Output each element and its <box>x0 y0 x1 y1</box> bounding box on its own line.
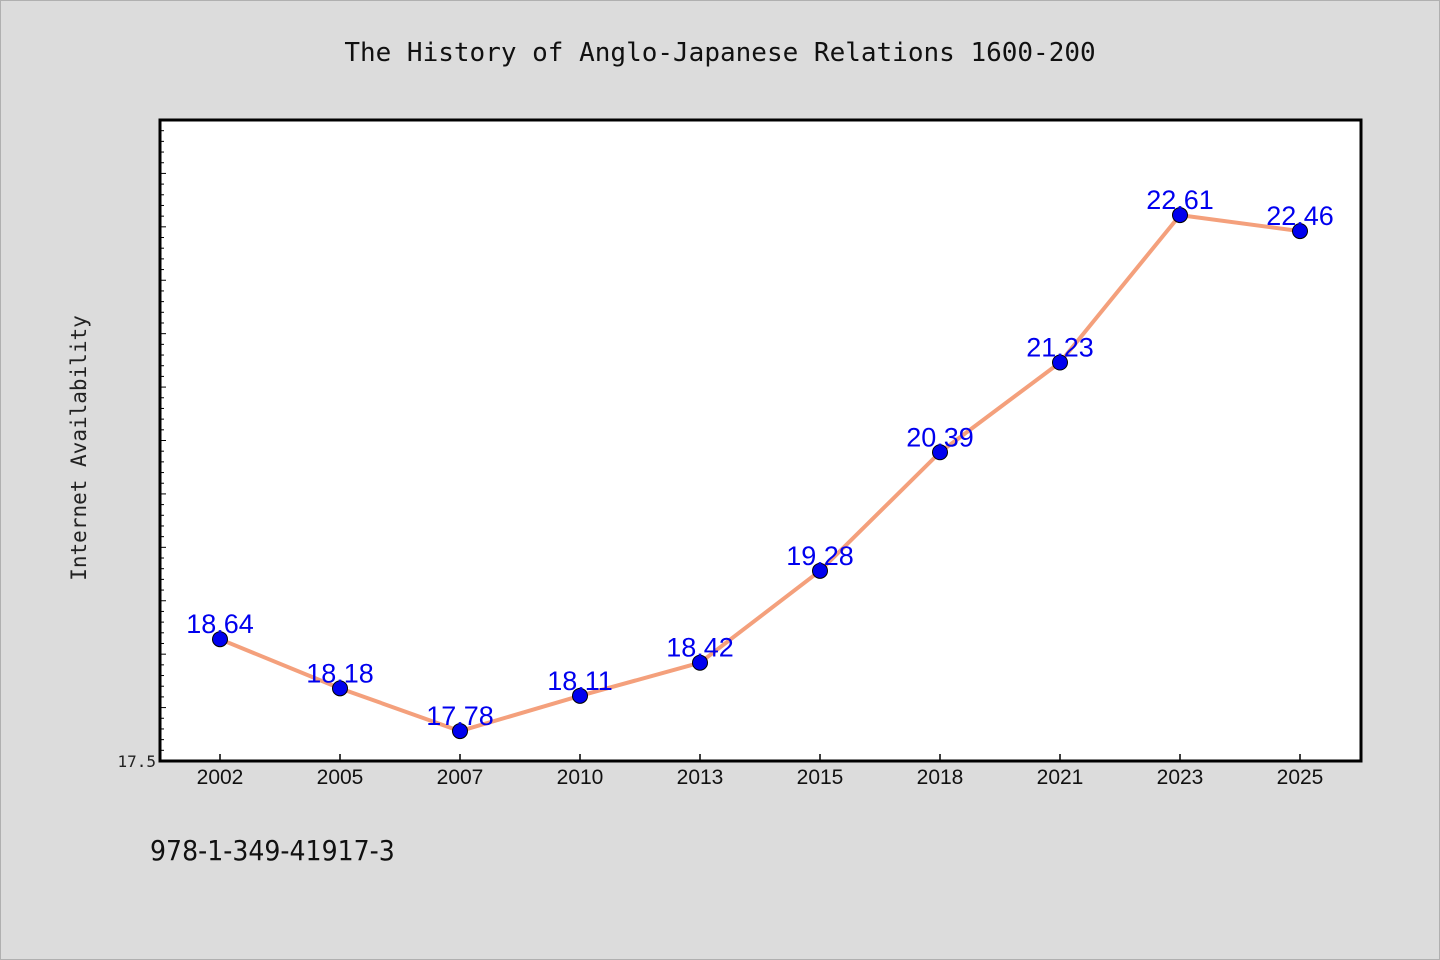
data-point-marker <box>1052 354 1068 371</box>
data-label: 18.11 <box>547 666 613 696</box>
data-label: 18.64 <box>186 609 254 639</box>
x-tick-label: 2021 <box>1037 766 1084 789</box>
series-layer <box>212 207 1308 740</box>
data-point-marker <box>692 654 708 671</box>
y-axis-ticks: 17.5 <box>117 130 166 771</box>
x-tick-label: 2002 <box>197 766 244 789</box>
x-tick-label: 2005 <box>317 766 364 789</box>
x-tick-label: 2007 <box>437 766 484 789</box>
x-tick-label: 2025 <box>1277 766 1324 789</box>
x-tick-label: 2015 <box>797 766 844 789</box>
data-labels: 18.64 18.18 17.78 18.11 18.42 19.28 20.39 21.23… <box>186 185 1334 731</box>
data-point-marker <box>452 723 468 740</box>
data-point-marker <box>1172 207 1188 224</box>
series-line <box>218 213 1302 734</box>
data-label: 21.23 <box>1026 333 1094 363</box>
plot-area <box>158 118 1363 763</box>
x-tick-label: 2018 <box>917 766 964 789</box>
x-tick-label: 2010 <box>557 766 604 789</box>
y-tick-label: 17.5 <box>117 752 156 771</box>
y-axis-label: Internet Availability <box>67 315 91 581</box>
data-point-marker <box>1292 223 1308 240</box>
data-point-marker <box>332 680 348 697</box>
chart-title: The History of Anglo-Japanese Relations … <box>344 38 1095 68</box>
data-label: 19.28 <box>786 541 854 571</box>
data-label: 18.18 <box>306 658 374 688</box>
data-point-marker <box>812 562 828 579</box>
x-tick-label: 2023 <box>1157 766 1204 789</box>
data-label: 17.78 <box>426 701 494 731</box>
x-tick-label: 2013 <box>677 766 724 789</box>
data-point-marker <box>932 444 948 461</box>
footnote-isbn: 978-1-349-41917-3 <box>150 834 395 867</box>
data-label: 20.39 <box>906 422 974 452</box>
data-label: 22.46 <box>1266 201 1334 231</box>
data-point-marker <box>212 631 228 648</box>
data-point-marker <box>572 687 588 704</box>
x-axis-ticks: 2002 2005 2007 2010 2013 2015 2018 2021 2023 2025 <box>197 754 1324 789</box>
data-label: 18.42 <box>666 633 734 663</box>
data-label: 22.61 <box>1146 185 1214 215</box>
